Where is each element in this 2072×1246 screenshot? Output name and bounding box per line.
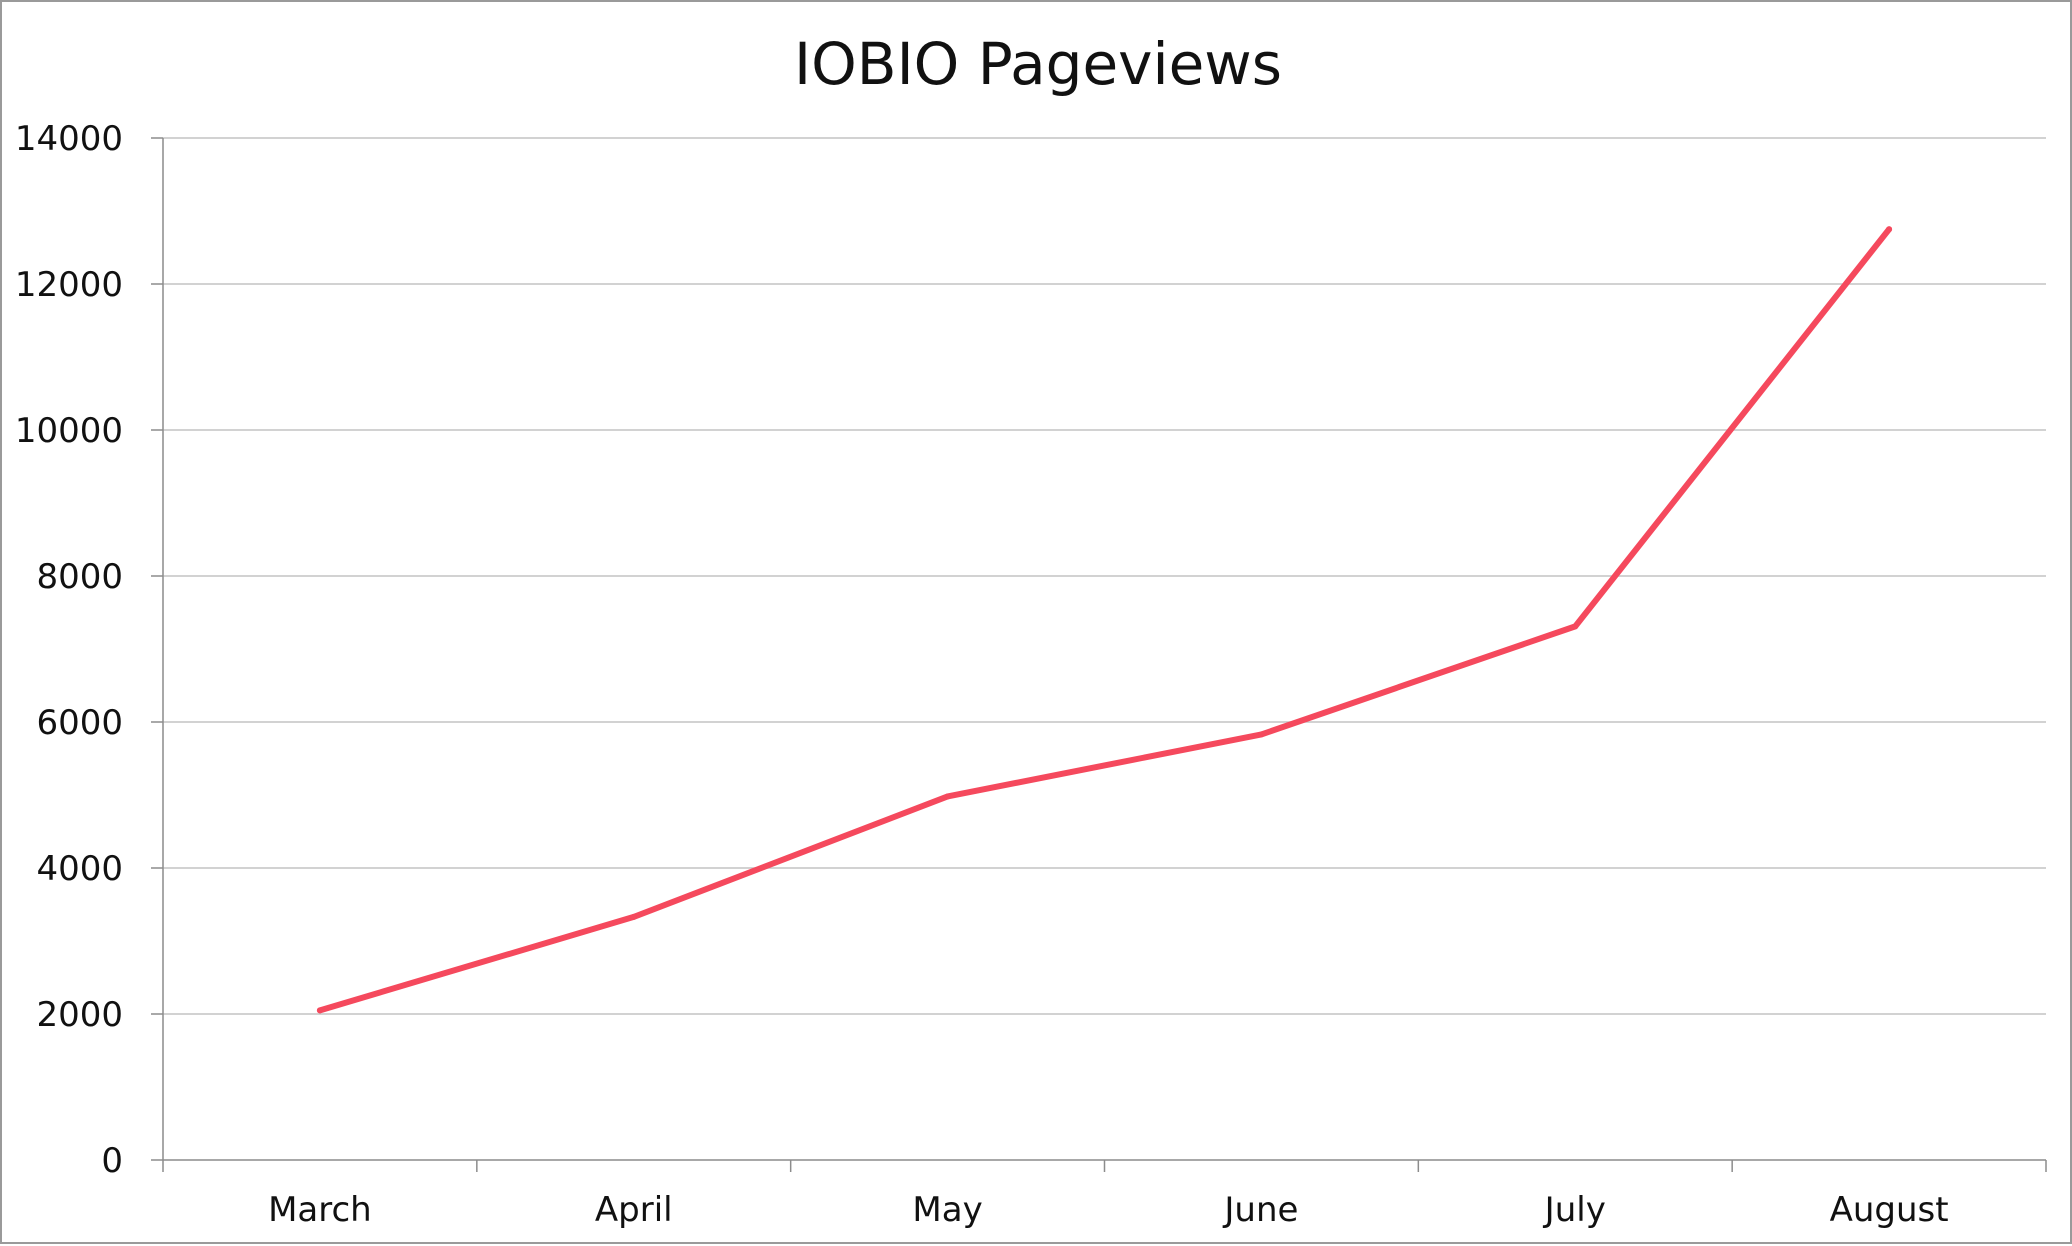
data-point-0-1 — [630, 913, 637, 920]
y-tick-label-5: 10000 — [15, 411, 123, 451]
y-tick-label-7: 14000 — [15, 119, 123, 159]
y-tick-label-2: 4000 — [36, 849, 123, 889]
x-tick-label-0: March — [268, 1190, 372, 1230]
data-point-0-2 — [944, 793, 951, 800]
series-group — [316, 226, 1893, 1014]
x-tick-label-4: July — [1543, 1190, 1606, 1230]
y-tick-label-3: 6000 — [36, 703, 123, 743]
x-tick-label-5: August — [1830, 1190, 1949, 1230]
gridlines — [163, 137, 2046, 1015]
series-line-0 — [316, 226, 1893, 1014]
x-tick-label-2: May — [912, 1190, 982, 1230]
data-point-0-0 — [316, 1007, 323, 1014]
x-axis-ticks: March April May June July August — [162, 1160, 2047, 1230]
y-tick-label-6: 12000 — [15, 265, 123, 305]
x-tick-label-3: June — [1222, 1190, 1298, 1230]
data-point-0-5 — [1886, 226, 1893, 233]
y-tick-label-0: 0 — [101, 1141, 123, 1181]
y-tick-label-4: 8000 — [36, 557, 123, 597]
chart-title: IOBIO Pageviews — [794, 30, 1282, 98]
data-point-0-3 — [1258, 731, 1265, 738]
y-axis-ticks: 0 2000 4000 6000 8000 10000 12000 14000 — [15, 119, 163, 1181]
x-tick-label-1: April — [595, 1190, 673, 1230]
data-point-0-4 — [1572, 623, 1579, 630]
y-tick-label-1: 2000 — [36, 995, 123, 1035]
axes — [162, 138, 2046, 1161]
